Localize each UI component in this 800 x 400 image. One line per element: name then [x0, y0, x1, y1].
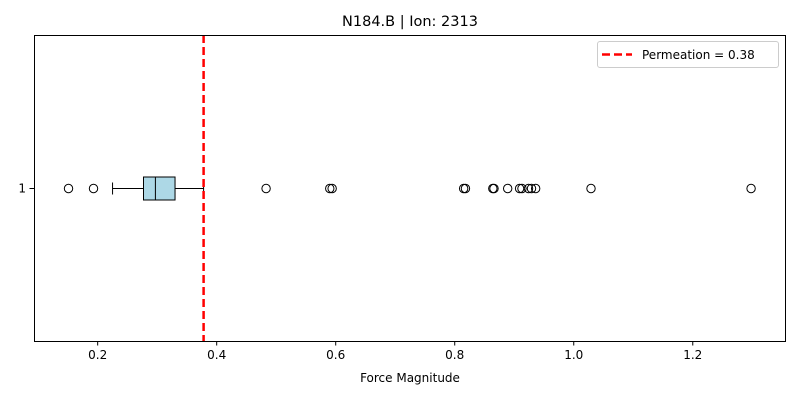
box-iqr: [142, 176, 176, 201]
chart-title: N184.B | Ion: 2313: [342, 14, 478, 30]
y-tick-label: 1: [18, 182, 26, 196]
outlier-point: [523, 183, 534, 194]
x-tick-label: 1.0: [564, 348, 583, 362]
outlier-point: [458, 183, 469, 194]
outlier-point: [502, 183, 513, 194]
x-tick-label: 0.6: [326, 348, 345, 362]
legend-label: Permeation = 0.38: [642, 48, 755, 62]
axes: 0.2 0.4 0.6 0.8 1.0 1.2 1: [18, 182, 702, 363]
outlier-point: [746, 183, 756, 194]
outlier-point: [63, 183, 74, 194]
outlier-point: [586, 183, 596, 194]
outlier-point: [530, 183, 541, 194]
legend: Permeation = 0.38: [597, 41, 779, 68]
outlier-point: [514, 183, 525, 194]
x-tick-label: 0.8: [445, 348, 464, 362]
outlier-point: [88, 183, 99, 194]
x-tick-label: 0.2: [88, 348, 107, 362]
axes-frame: [34, 35, 786, 342]
legend-frame: [597, 41, 779, 68]
outlier-point: [526, 183, 537, 194]
outlier-point: [325, 183, 335, 194]
plot-area: [63, 35, 756, 341]
outlier-point: [517, 183, 527, 194]
outlier-point: [460, 183, 471, 194]
x-axis-label: Force Magnitude: [360, 371, 460, 385]
outlier-point: [489, 183, 499, 194]
x-tick-label: 1.2: [683, 348, 702, 362]
outlier-point: [327, 183, 337, 194]
outlier-point: [261, 183, 271, 194]
x-tick-label: 0.4: [207, 348, 226, 362]
